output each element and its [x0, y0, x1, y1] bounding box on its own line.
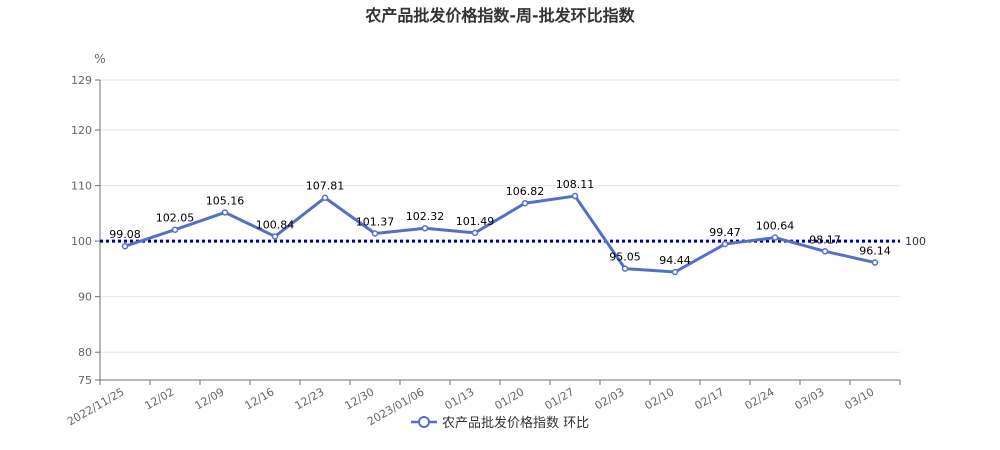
x-tick-label: 2022/11/25	[65, 385, 126, 428]
data-point[interactable]	[121, 242, 129, 250]
chart-title: 农产品批发价格指数-周-批发环比指数	[364, 6, 635, 25]
legend[interactable]: 农产品批发价格指数 环比	[411, 415, 589, 431]
data-label: 96.14	[859, 245, 891, 258]
data-label: 108.11	[556, 178, 595, 191]
y-tick-label: 75	[78, 374, 92, 387]
reference-line: 100	[100, 235, 926, 248]
data-label: 101.37	[356, 216, 395, 229]
y-axis-unit: %	[94, 52, 105, 66]
data-label: 100.84	[256, 218, 295, 231]
x-tick-label: 12/02	[143, 385, 177, 412]
y-tick-label: 80	[78, 346, 92, 359]
data-point[interactable]	[221, 209, 229, 216]
data-label: 102.32	[406, 210, 445, 223]
data-label: 99.47	[709, 226, 741, 239]
y-tick-label: 90	[78, 291, 92, 304]
data-label: 107.81	[306, 180, 345, 193]
data-label: 105.16	[206, 194, 245, 207]
x-tick-label: 12/23	[293, 385, 327, 412]
x-tick-label: 02/24	[743, 385, 777, 412]
data-point[interactable]	[471, 229, 479, 237]
data-point[interactable]	[621, 265, 629, 272]
data-label: 99.08	[109, 228, 141, 241]
data-point[interactable]	[571, 192, 579, 200]
y-tick-label: 100	[71, 235, 92, 248]
reference-line-label: 100	[905, 235, 926, 248]
x-tick-label: 02/03	[593, 385, 627, 412]
data-label: 94.44	[659, 254, 691, 267]
data-label: 95.05	[609, 251, 641, 264]
x-tick-label: 02/17	[693, 385, 727, 412]
legend-label: 农产品批发价格指数 环比	[442, 415, 589, 431]
data-point[interactable]	[521, 199, 529, 207]
x-tick-label: 12/09	[193, 385, 227, 412]
y-tick-label: 120	[71, 124, 92, 137]
y-axis: 75 80 90 100 110 120 129	[71, 74, 101, 387]
data-label: 98.17	[809, 233, 841, 246]
y-tick-label: 129	[71, 74, 92, 87]
x-tick-label: 01/27	[543, 385, 577, 412]
y-tick-label: 110	[71, 180, 92, 193]
x-tick-label: 12/30	[343, 385, 377, 412]
x-tick-label: 01/20	[493, 385, 527, 412]
data-label: 101.49	[456, 215, 495, 228]
x-tick-label: 01/13	[443, 385, 477, 412]
series-line	[124, 194, 876, 274]
legend-marker-icon	[418, 416, 430, 428]
data-point[interactable]	[371, 230, 379, 237]
data-point[interactable]	[671, 268, 679, 276]
data-point[interactable]	[871, 259, 879, 266]
x-tick-label: 02/10	[643, 385, 677, 412]
data-point[interactable]	[821, 248, 829, 255]
x-tick-label: 03/10	[843, 385, 877, 412]
data-labels: 99.08 102.05 105.16 100.84 107.81 101.37 102.3…	[109, 178, 891, 267]
data-label: 102.05	[156, 212, 195, 225]
data-point[interactable]	[171, 226, 179, 233]
data-point[interactable]	[421, 224, 429, 232]
data-point[interactable]	[721, 240, 729, 248]
data-label: 106.82	[506, 185, 545, 198]
series-group	[121, 192, 879, 276]
x-tick-label: 12/16	[243, 385, 277, 412]
data-label: 100.64	[756, 220, 795, 233]
data-point[interactable]	[271, 233, 279, 240]
data-point[interactable]	[321, 194, 329, 201]
x-tick-label: 03/03	[793, 385, 827, 412]
grid-lines	[100, 79, 900, 353]
data-point[interactable]	[771, 234, 779, 241]
